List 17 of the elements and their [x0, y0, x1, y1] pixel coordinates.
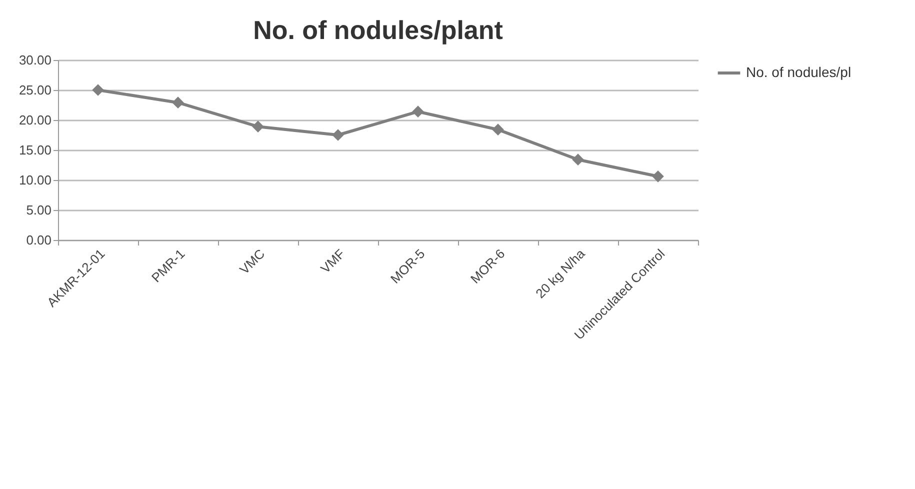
point: [252, 120, 264, 133]
y-tick-label: 5.00: [26, 202, 52, 218]
point: [492, 124, 504, 136]
y-tick-label: 30.00: [18, 52, 52, 68]
chart-title: No. of nodules/plant: [253, 15, 504, 45]
legend-label: No. of nodules/pl: [746, 64, 852, 80]
y-tick-label: 0.00: [26, 232, 52, 248]
y-tick-label: 10.00: [18, 172, 52, 188]
point: [172, 96, 184, 109]
point: [412, 106, 424, 118]
y-tick-label: 25.00: [18, 82, 52, 98]
point: [92, 84, 104, 96]
point: [652, 170, 664, 182]
y-tick-label: 20.00: [18, 112, 52, 128]
point: [572, 154, 584, 166]
y-tick-label: 15.00: [18, 142, 52, 158]
point: [332, 129, 344, 141]
